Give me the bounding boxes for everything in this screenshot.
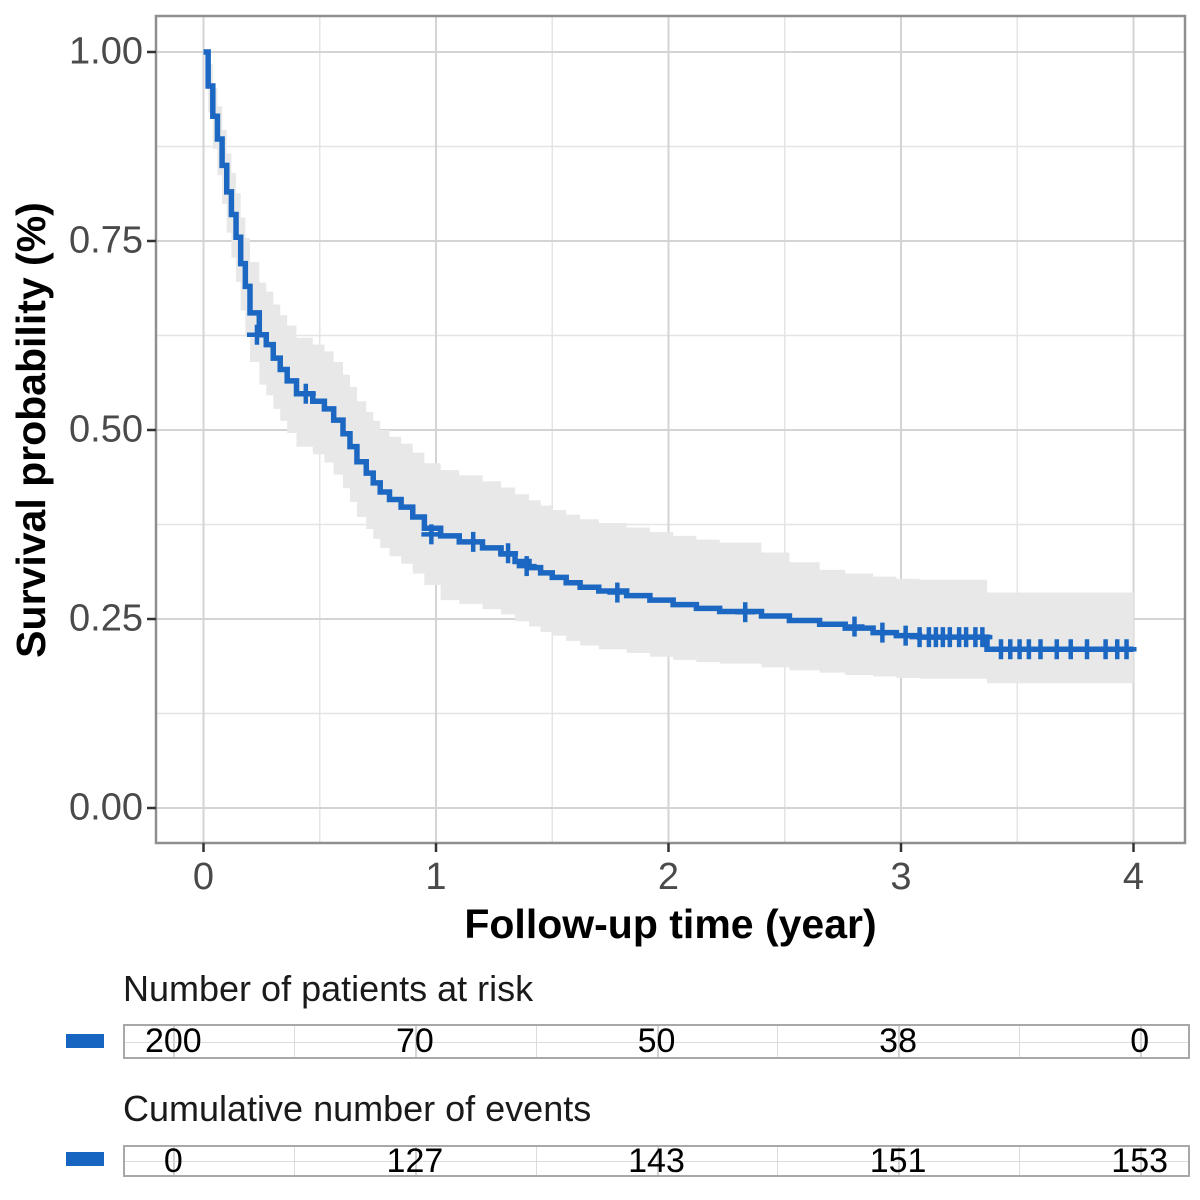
table-gridline-major bbox=[1139, 1147, 1142, 1175]
y-tick-label: 0.75 bbox=[69, 219, 143, 262]
y-tick-label: 0.25 bbox=[69, 597, 143, 640]
table-gridline-major bbox=[1139, 1026, 1142, 1057]
x-tick-label: 1 bbox=[425, 856, 447, 898]
table-gridline-minor bbox=[535, 1026, 537, 1057]
events-table-strata-marker bbox=[66, 1152, 104, 1166]
table-value: 70 bbox=[395, 1022, 434, 1060]
survival-chart-plot-area bbox=[147, 14, 1187, 852]
y-axis-title-text: Survival probability (%) bbox=[8, 202, 54, 658]
table-gridline-minor bbox=[294, 1026, 296, 1057]
table-gridline-minor bbox=[1018, 1026, 1020, 1057]
events-table-title: Cumulative number of events bbox=[123, 1088, 592, 1129]
x-tick-label: 0 bbox=[192, 856, 215, 898]
table-value: 143 bbox=[628, 1141, 685, 1180]
x-tick-label: 4 bbox=[1122, 856, 1145, 898]
table-value: 0 bbox=[1130, 1022, 1150, 1060]
table-gridline-major bbox=[898, 1026, 901, 1057]
x-tick-label: 3 bbox=[890, 856, 912, 898]
table-gridline-major bbox=[656, 1026, 659, 1057]
table-value: 50 bbox=[637, 1022, 676, 1060]
survival-step-curve bbox=[203, 49, 1134, 652]
table-value: 151 bbox=[869, 1141, 927, 1180]
table-value: 38 bbox=[879, 1022, 917, 1060]
risk-table-strata-marker bbox=[66, 1034, 104, 1048]
table-gridline-major bbox=[414, 1147, 417, 1175]
table-value: 127 bbox=[386, 1141, 444, 1180]
table-gridline-minor bbox=[777, 1026, 779, 1057]
confidence-band bbox=[203, 52, 1134, 684]
table-gridline-major bbox=[414, 1026, 417, 1057]
risk-table-title: Number of patients at risk bbox=[123, 968, 534, 1009]
table-gridline-minor bbox=[294, 1147, 296, 1175]
table-gridline-major bbox=[173, 1147, 176, 1175]
events-table-section: Cumulative number of events 0 127 143 151 15… bbox=[0, 1088, 1200, 1183]
x-axis-title: Follow-up time (year) bbox=[464, 901, 877, 947]
table-value: 200 bbox=[144, 1022, 202, 1060]
table-gridline-major bbox=[173, 1026, 176, 1057]
y-tick-label: 0.50 bbox=[69, 408, 143, 451]
risk-table-section: Number of patients at risk 200 70 50 38 0 bbox=[0, 968, 1200, 1063]
y-tick-label: 0.00 bbox=[69, 786, 143, 829]
table-gridline-major bbox=[656, 1147, 659, 1175]
risk-table: 200 70 50 38 0 bbox=[123, 1022, 1190, 1060]
table-value: 153 bbox=[1111, 1141, 1169, 1180]
table-gridline-minor bbox=[535, 1147, 537, 1175]
events-table: 0 127 143 151 153 bbox=[123, 1141, 1190, 1180]
table-gridline-minor bbox=[1018, 1147, 1020, 1175]
y-tick-label: 1.00 bbox=[69, 30, 143, 73]
table-gridline-major bbox=[898, 1147, 901, 1175]
x-tick-label: 2 bbox=[657, 856, 680, 898]
table-gridline-minor bbox=[777, 1147, 779, 1175]
table-value: 0 bbox=[163, 1141, 183, 1180]
